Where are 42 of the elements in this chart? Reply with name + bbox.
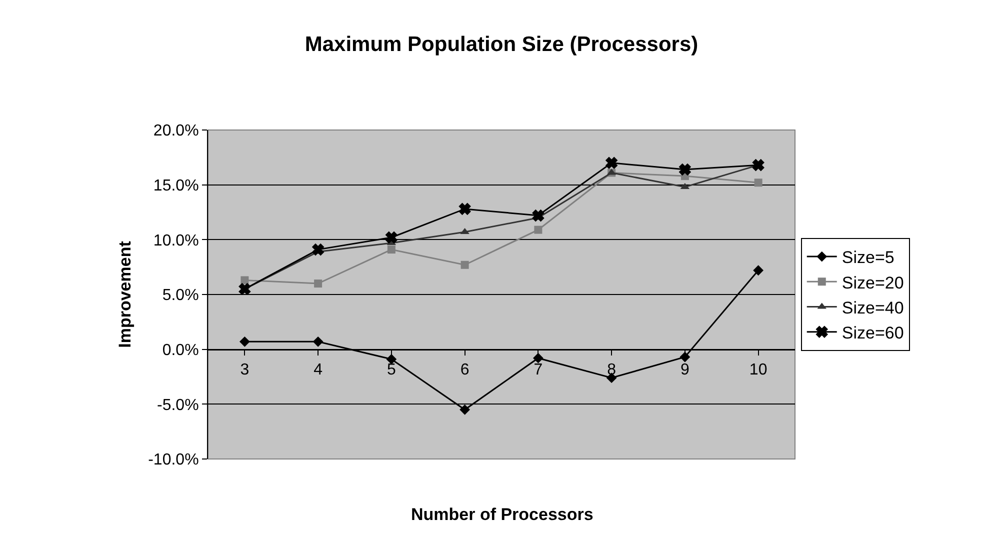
point: [458, 203, 471, 215]
point: [754, 178, 762, 187]
point: [386, 232, 398, 244]
point: [387, 246, 396, 254]
x-axis-title: Number of Processors: [411, 505, 594, 524]
y-axis-title: Improvement: [116, 240, 135, 348]
y-tick-label: -5.0%: [157, 396, 199, 414]
y-tick-label: 20.0%: [153, 122, 199, 140]
point: [606, 157, 618, 169]
point: [460, 260, 469, 269]
point: [240, 276, 249, 284]
point: [753, 265, 764, 276]
x-tick-label: 9: [680, 362, 690, 379]
point: [460, 404, 470, 415]
y-tick-label: -10.0%: [148, 452, 199, 469]
point: [679, 164, 691, 176]
point: [239, 336, 250, 347]
x-tick-label: 5: [386, 362, 396, 379]
x-tick-label: 6: [460, 362, 470, 379]
x-tick-label: 7: [534, 362, 543, 379]
point: [314, 280, 322, 288]
legend-label: Size=5: [842, 248, 894, 268]
chart-title: Maximum Population Size (Processors): [304, 33, 698, 56]
point: [238, 283, 251, 295]
legend-label: Size=40: [842, 298, 904, 318]
y-tick-label: 15.0%: [153, 177, 199, 194]
point: [312, 244, 324, 256]
point: [532, 210, 544, 222]
legend-label: Size=60: [842, 323, 904, 342]
y-tick-label: 10.0%: [153, 232, 199, 250]
point: [312, 336, 324, 347]
point: [680, 352, 690, 362]
x-tick-label: 3: [240, 362, 250, 379]
y-tick-label: 5.0%: [162, 287, 199, 304]
point: [386, 354, 397, 364]
x-tick-label: 4: [314, 362, 323, 379]
point: [534, 226, 542, 234]
point: [532, 352, 544, 364]
y-tick-label: 0.0%: [162, 342, 199, 359]
x-tick-label: 10: [749, 362, 768, 379]
legend-label: Size=20: [842, 273, 904, 292]
point: [752, 159, 764, 171]
